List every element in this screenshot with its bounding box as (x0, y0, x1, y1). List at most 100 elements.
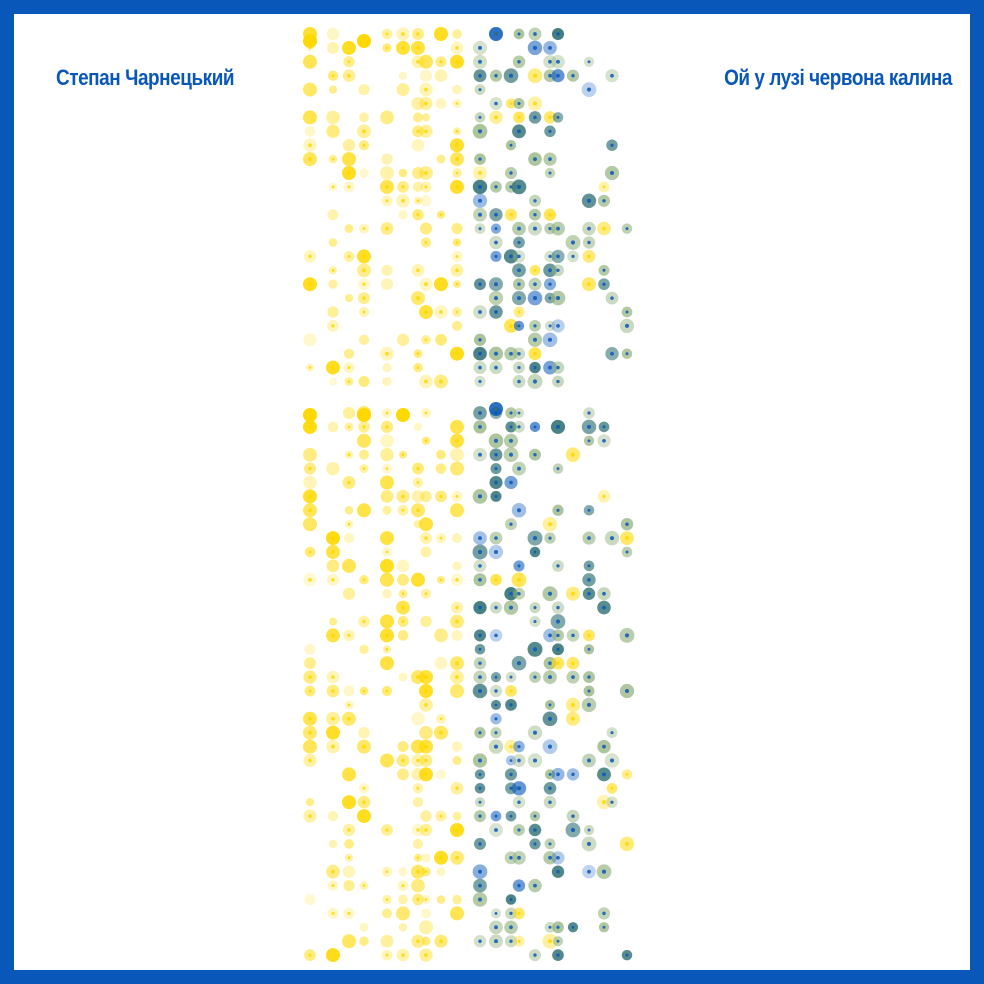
blue-green-dot (503, 249, 519, 264)
yellow-dot (420, 490, 432, 503)
blue-green-dot (489, 69, 503, 82)
yellow-dot (380, 614, 394, 629)
yellow-dot (421, 908, 431, 919)
yellow-dot (382, 43, 392, 53)
blue-green-dot (543, 55, 557, 69)
yellow-dot (342, 795, 356, 810)
yellow-dot (326, 545, 340, 559)
blue-green-dot (529, 208, 541, 221)
yellow-dot (411, 263, 425, 277)
yellow-dot (419, 517, 433, 532)
yellow-dot (382, 894, 392, 905)
blue-green-dot (512, 124, 526, 139)
blue-green-dot (543, 278, 557, 291)
yellow-dot (420, 615, 432, 628)
blue-green-dot (505, 518, 517, 531)
blue-green-dot (552, 112, 564, 123)
yellow-dot (411, 291, 425, 306)
yellow-dot (434, 277, 448, 292)
blue-green-dot (621, 546, 633, 558)
yellow-dot (450, 138, 464, 153)
blue-green-dot (490, 463, 502, 475)
blue-green-dot (490, 601, 502, 614)
yellow-dot (621, 769, 633, 780)
yellow-dot (303, 475, 317, 490)
blue-green-dot (473, 629, 487, 642)
yellow-dot (304, 125, 316, 137)
yellow-dot (543, 208, 557, 221)
blue-green-dot (604, 165, 620, 181)
yellow-dot (412, 477, 424, 488)
blue-green-dot (583, 560, 595, 572)
yellow-dot (304, 643, 316, 655)
blue-green-dot (472, 123, 488, 139)
yellow-dot (303, 739, 317, 754)
blue-green-dot (582, 753, 596, 768)
yellow-dot (436, 154, 446, 164)
yellow-dot (303, 110, 317, 125)
yellow-dot (434, 374, 448, 389)
yellow-dot (303, 419, 317, 434)
yellow-dot (452, 168, 462, 178)
blue-green-dot (505, 755, 517, 766)
yellow-dot (398, 168, 408, 178)
blue-green-dot (513, 560, 525, 572)
yellow-dot (326, 711, 340, 726)
blue-green-dot (489, 823, 503, 837)
blue-green-dot (552, 643, 564, 656)
blue-green-dot (542, 332, 558, 348)
blue-green-dot (513, 278, 525, 291)
yellow-dot (436, 210, 446, 219)
blue-green-dot (544, 167, 556, 179)
yellow-dot (411, 878, 425, 893)
blue-green-dot (512, 221, 526, 236)
yellow-dot (398, 923, 408, 932)
blue-green-dot (529, 602, 541, 614)
blue-green-dot (596, 864, 612, 880)
blue-green-dot (597, 767, 611, 782)
blue-green-dot (488, 739, 504, 754)
yellow-dot (452, 811, 462, 821)
blue-green-dot (490, 699, 502, 710)
yellow-dot (343, 629, 355, 642)
yellow-dot (450, 346, 464, 361)
yellow-dot (435, 333, 447, 346)
blue-green-dot (513, 361, 525, 374)
blue-green-dot (566, 670, 580, 684)
blue-green-dot (529, 421, 541, 433)
yellow-dot (419, 166, 433, 180)
yellow-dot (434, 850, 448, 865)
blue-green-dot (551, 319, 565, 333)
yellow-dot (435, 463, 447, 474)
yellow-dot (398, 672, 408, 682)
yellow-dot (342, 138, 356, 152)
yellow-dot (411, 503, 425, 518)
yellow-dot (380, 475, 394, 490)
blue-green-dot (474, 153, 486, 165)
yellow-dot (419, 374, 433, 389)
blue-green-dot (543, 263, 557, 278)
yellow-dot (382, 376, 392, 387)
yellow-dot (358, 726, 370, 739)
yellow-dot (381, 153, 393, 165)
yellow-dot (419, 305, 433, 319)
yellow-dot (513, 111, 525, 124)
yellow-dot (450, 823, 464, 837)
blue-green-dot (489, 27, 503, 41)
yellow-dot (452, 127, 462, 136)
yellow-dot (303, 54, 317, 69)
yellow-dot (529, 264, 541, 276)
yellow-dot (326, 559, 340, 573)
blue-green-dot (473, 69, 487, 83)
yellow-dot (359, 168, 369, 178)
yellow-dot (343, 907, 355, 920)
yellow-dot (489, 110, 503, 125)
blue-green-dot (543, 41, 557, 55)
blue-green-dot (583, 824, 595, 836)
yellow-dot (434, 27, 448, 41)
blue-green-dot (529, 810, 541, 822)
yellow-dot (397, 616, 409, 627)
blue-green-dot (511, 655, 527, 671)
blue-green-dot (489, 934, 503, 949)
yellow-dot (344, 293, 354, 303)
